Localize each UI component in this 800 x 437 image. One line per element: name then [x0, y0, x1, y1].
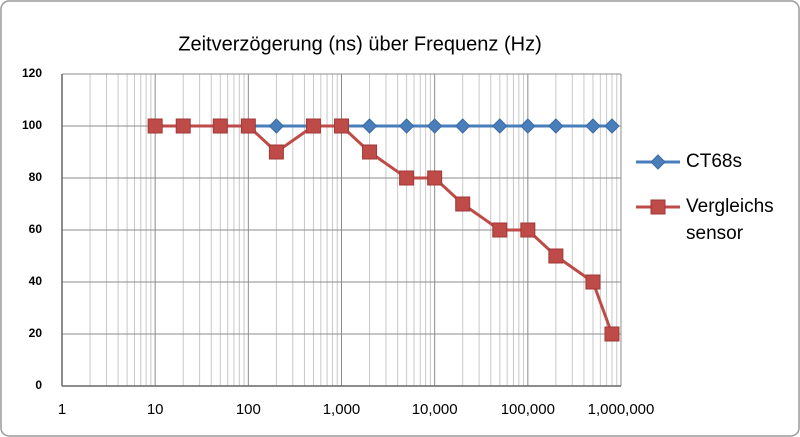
data-point: [427, 170, 443, 186]
data-point: [334, 118, 349, 134]
y-tick-label: 0: [35, 378, 42, 392]
x-tick-label: 1: [58, 401, 66, 418]
data-point: [604, 326, 620, 342]
y-tick-label: 40: [29, 274, 43, 288]
series-line: [155, 124, 614, 335]
data-point: [426, 118, 443, 134]
data-point: [240, 118, 256, 134]
x-tick-label: 100,000: [501, 401, 555, 418]
data-point: [492, 118, 508, 134]
x-tick-label: 10: [147, 401, 164, 418]
data-point: [455, 118, 471, 134]
chart-title: Zeitverzögerung (ns) über Frequenz (Hz): [178, 33, 541, 55]
data-point: [398, 118, 415, 134]
y-tick-label: 120: [22, 66, 42, 80]
y-tick-label: 100: [22, 118, 42, 132]
x-tick-label: 1,000,000: [588, 401, 655, 418]
data-point: [492, 222, 508, 238]
legend-marker: [650, 199, 666, 215]
data-point: [175, 118, 191, 134]
data-point: [268, 144, 284, 160]
legend-label: CT68s: [686, 151, 742, 172]
y-tick-label: 80: [29, 170, 43, 184]
data-point: [212, 118, 228, 134]
data-point: [399, 170, 415, 186]
data-point: [548, 118, 564, 134]
data-point: [305, 118, 321, 134]
data-point: [585, 118, 601, 134]
data-point: [268, 118, 285, 134]
x-tick-label: 10,000: [412, 401, 458, 418]
data-point: [548, 248, 564, 264]
x-tick-label: 100: [236, 401, 261, 418]
legend-label: Vergleichs sensor: [686, 196, 774, 244]
y-tick-label: 60: [29, 222, 43, 236]
y-tick-label: 20: [29, 326, 43, 340]
legend-marker: [650, 154, 666, 170]
data-point: [362, 144, 378, 160]
data-point: [520, 222, 536, 238]
data-point: [585, 274, 601, 290]
data-point: [455, 196, 471, 212]
data-point: [604, 118, 620, 134]
data-point: [520, 118, 536, 134]
x-tick-label: 1,000: [323, 401, 361, 418]
data-point: [361, 118, 378, 134]
data-point: [147, 118, 163, 134]
